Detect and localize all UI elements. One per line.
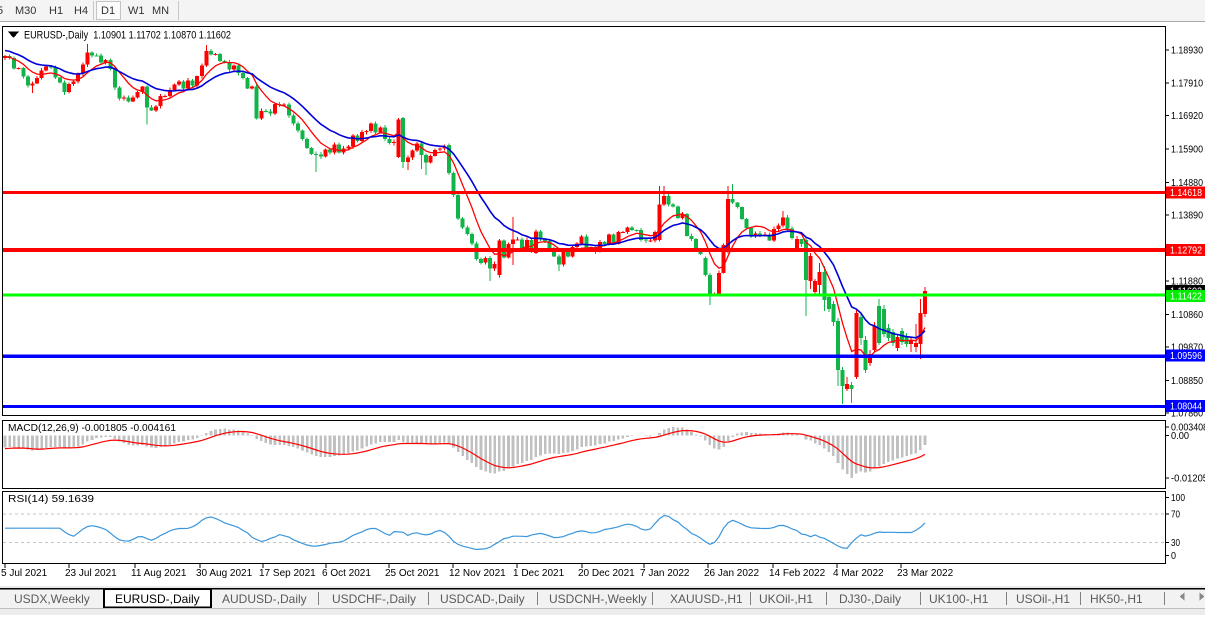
svg-text:UKOil-,H1: UKOil-,H1	[759, 592, 813, 606]
svg-text:DJ30-,Daily: DJ30-,Daily	[839, 592, 901, 606]
svg-text:1.09870: 1.09870	[1171, 343, 1203, 354]
svg-text:100: 100	[1171, 493, 1185, 504]
svg-text:USDX,Weekly: USDX,Weekly	[14, 592, 90, 606]
svg-text:W1: W1	[128, 5, 145, 17]
svg-text:EURUSD-,Daily 1.10901 1.11702: EURUSD-,Daily 1.10901 1.11702 1.10870 1.…	[24, 30, 231, 42]
svg-text:1.17910: 1.17910	[1171, 79, 1203, 90]
svg-text:H1: H1	[49, 5, 63, 17]
svg-text:12 Nov 2021: 12 Nov 2021	[449, 568, 506, 579]
svg-text:1.18930: 1.18930	[1171, 46, 1203, 57]
svg-text:1.07860: 1.07860	[1171, 409, 1203, 420]
svg-text:25 Oct 2021: 25 Oct 2021	[385, 568, 440, 579]
svg-text:1.15900: 1.15900	[1171, 145, 1203, 156]
svg-text:UK100-,H1: UK100-,H1	[929, 592, 989, 606]
svg-text:1.08044: 1.08044	[1170, 402, 1202, 413]
svg-text:EURUSD-,Daily: EURUSD-,Daily	[115, 592, 200, 606]
svg-text:D1: D1	[101, 5, 115, 17]
svg-text:30: 30	[1171, 538, 1180, 549]
svg-text:23 Jul 2021: 23 Jul 2021	[65, 568, 117, 579]
svg-text:H4: H4	[74, 5, 88, 17]
svg-text:26 Jan 2022: 26 Jan 2022	[704, 568, 759, 579]
svg-text:14 Feb 2022: 14 Feb 2022	[769, 568, 826, 579]
svg-text:5 Jul 2021: 5 Jul 2021	[1, 568, 48, 579]
svg-text:1.11880: 1.11880	[1171, 277, 1203, 288]
svg-text:0.003408: 0.003408	[1171, 423, 1205, 434]
svg-text:5: 5	[0, 5, 3, 17]
svg-text:1.13890: 1.13890	[1171, 211, 1203, 222]
svg-text:11 Aug 2021: 11 Aug 2021	[131, 568, 187, 579]
svg-text:USOil-,H1: USOil-,H1	[1016, 592, 1070, 606]
svg-text:1.09596: 1.09596	[1170, 351, 1202, 362]
svg-text:20 Dec 2021: 20 Dec 2021	[578, 568, 635, 579]
svg-text:USDCNH-,Weekly: USDCNH-,Weekly	[549, 592, 647, 606]
svg-text:1.12792: 1.12792	[1170, 246, 1202, 257]
svg-text:MACD(12,26,9) -0.001805 -0.004: MACD(12,26,9) -0.001805 -0.004161	[8, 423, 176, 434]
svg-text:1.14618: 1.14618	[1170, 188, 1202, 199]
svg-text:70: 70	[1171, 510, 1180, 521]
svg-text:MN: MN	[152, 5, 169, 17]
svg-text:23 Mar 2022: 23 Mar 2022	[897, 568, 954, 579]
svg-text:M30: M30	[15, 5, 36, 17]
svg-text:30 Aug 2021: 30 Aug 2021	[196, 568, 253, 579]
svg-text:1 Dec 2021: 1 Dec 2021	[513, 568, 565, 579]
svg-text:AUDUSD-,Daily: AUDUSD-,Daily	[222, 592, 307, 606]
svg-text:USDCHF-,Daily: USDCHF-,Daily	[332, 592, 416, 606]
svg-text:4 Mar 2022: 4 Mar 2022	[833, 568, 884, 579]
svg-text:0: 0	[1171, 551, 1176, 562]
svg-text:-0.01205: -0.01205	[1171, 474, 1205, 485]
svg-text:7 Jan 2022: 7 Jan 2022	[640, 568, 690, 579]
svg-text:17 Sep 2021: 17 Sep 2021	[259, 568, 316, 579]
svg-text:6 Oct 2021: 6 Oct 2021	[322, 568, 371, 579]
svg-text:XAUUSD-,H1: XAUUSD-,H1	[670, 592, 743, 606]
svg-text:1.10860: 1.10860	[1171, 310, 1203, 321]
svg-text:1.08850: 1.08850	[1171, 376, 1203, 387]
svg-text:RSI(14) 59.1639: RSI(14) 59.1639	[8, 494, 95, 505]
svg-text:USDCAD-,Daily: USDCAD-,Daily	[440, 592, 525, 606]
svg-text:1.14880: 1.14880	[1171, 178, 1203, 189]
svg-text:0.00: 0.00	[1171, 431, 1189, 442]
svg-text:1.16920: 1.16920	[1171, 111, 1203, 122]
svg-text:HK50-,H1: HK50-,H1	[1090, 592, 1143, 606]
svg-text:1.11422: 1.11422	[1170, 292, 1202, 303]
